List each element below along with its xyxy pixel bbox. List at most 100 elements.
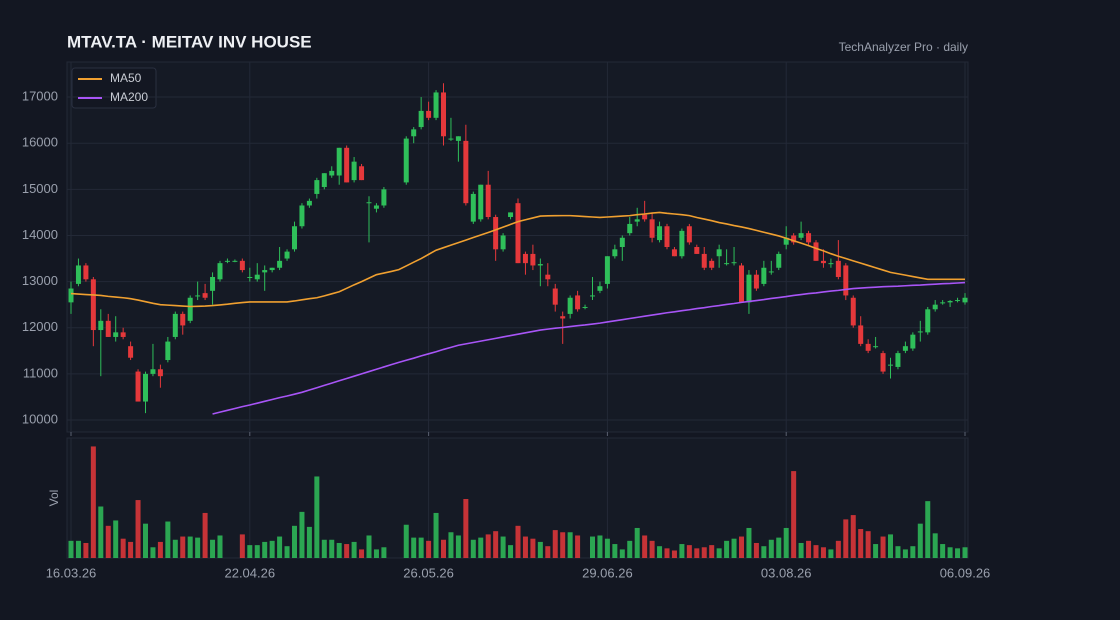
- candle-body: [478, 184, 484, 220]
- volume-bar: [835, 540, 841, 558]
- candle-body: [895, 353, 901, 367]
- candle-body: [373, 205, 379, 209]
- volume-bar: [120, 538, 126, 558]
- candle-body: [657, 226, 663, 241]
- candle-body: [522, 253, 528, 264]
- volume-bar: [292, 525, 297, 558]
- candle-body: [321, 173, 327, 188]
- volume-bar: [187, 536, 193, 558]
- candle-body: [753, 274, 759, 289]
- volume-bar: [902, 549, 908, 558]
- candle-body: [381, 189, 387, 206]
- volume-bar: [105, 525, 111, 558]
- candle-body: [83, 265, 89, 280]
- volume-bar: [448, 532, 454, 558]
- candle-body: [880, 353, 886, 372]
- candle-body: [835, 260, 841, 277]
- x-tick-label: 22.04.26: [224, 565, 275, 580]
- candle-body: [530, 253, 536, 266]
- candle-body: [329, 170, 335, 176]
- candle-body: [351, 161, 357, 181]
- candle-body: [761, 267, 767, 284]
- candle-body: [955, 300, 961, 302]
- candle-body: [962, 297, 968, 303]
- candle-body: [634, 219, 640, 222]
- candle-body: [411, 129, 417, 137]
- volume-bar: [277, 536, 283, 558]
- y-tick-label: 11000: [23, 365, 58, 380]
- volume-bar: [619, 549, 625, 558]
- volume-bar: [172, 539, 178, 558]
- candle-body: [701, 253, 707, 268]
- candle-body: [731, 262, 737, 264]
- volume-bar: [709, 545, 715, 558]
- volume-bar: [418, 537, 424, 558]
- volume-bar: [612, 544, 618, 558]
- y-tick-label: 15000: [22, 181, 58, 196]
- volume-bar: [798, 542, 804, 558]
- candle-body: [806, 233, 812, 243]
- volume-bar: [694, 548, 700, 558]
- volume-bar: [314, 476, 320, 558]
- volume-bar: [478, 537, 484, 558]
- candle-body: [359, 166, 365, 181]
- volume-bar: [604, 538, 610, 558]
- candle-body: [426, 110, 432, 118]
- candle-body: [314, 180, 320, 194]
- candle-body: [195, 295, 201, 297]
- legend-label: MA50: [110, 71, 142, 85]
- candle-body: [888, 364, 893, 366]
- candle-body: [858, 325, 864, 344]
- candle-body: [269, 267, 275, 271]
- volume-bar: [522, 536, 528, 558]
- volume-bar: [761, 546, 767, 558]
- volume-bar: [537, 541, 543, 558]
- candle-body: [515, 203, 521, 264]
- candle-body: [843, 265, 849, 296]
- volume-bar: [403, 524, 409, 558]
- volume-bar: [791, 471, 797, 558]
- candle-body: [791, 235, 797, 243]
- candle-body: [940, 302, 946, 304]
- candle-body: [820, 260, 826, 264]
- volume-bar: [724, 540, 730, 558]
- volume-bar: [239, 534, 245, 558]
- volume-bar: [411, 537, 417, 558]
- volume-bar: [463, 499, 469, 558]
- candle-body: [671, 249, 677, 257]
- candle-body: [552, 288, 558, 305]
- volume-bar: [90, 446, 96, 558]
- volume-bar: [299, 511, 305, 558]
- volume-bar: [135, 500, 141, 558]
- y-tick-label: 16000: [22, 135, 58, 150]
- y-tick-label: 12000: [22, 319, 58, 334]
- volume-bar: [351, 541, 357, 558]
- volume-bar: [441, 539, 446, 558]
- candle-body: [612, 249, 618, 257]
- candle-body: [590, 295, 595, 297]
- volume-bar: [269, 540, 275, 558]
- candle-body: [508, 212, 514, 218]
- candle-body: [284, 251, 290, 259]
- volume-bar: [642, 535, 648, 558]
- candle-body: [724, 263, 730, 265]
- moving-average-line: [212, 281, 966, 415]
- candle-body: [232, 260, 238, 262]
- candle-body: [582, 306, 588, 308]
- x-tick-label: 06.09.26: [940, 565, 991, 580]
- volume-label: Vol: [47, 490, 61, 507]
- candle-body: [716, 249, 722, 257]
- candle-body: [947, 300, 953, 303]
- volume-bar: [470, 539, 476, 558]
- chart-title: MTAV.TA · MEITAV INV HOUSE: [67, 32, 312, 51]
- volume-bar: [858, 529, 864, 558]
- volume-bar: [932, 533, 938, 558]
- volume-bar: [83, 542, 89, 558]
- candle-body: [418, 110, 424, 128]
- candle-body: [105, 320, 111, 337]
- candle-body: [537, 264, 543, 266]
- candle-body: [157, 369, 163, 377]
- volume-bar: [560, 532, 566, 558]
- candle-body: [202, 293, 208, 298]
